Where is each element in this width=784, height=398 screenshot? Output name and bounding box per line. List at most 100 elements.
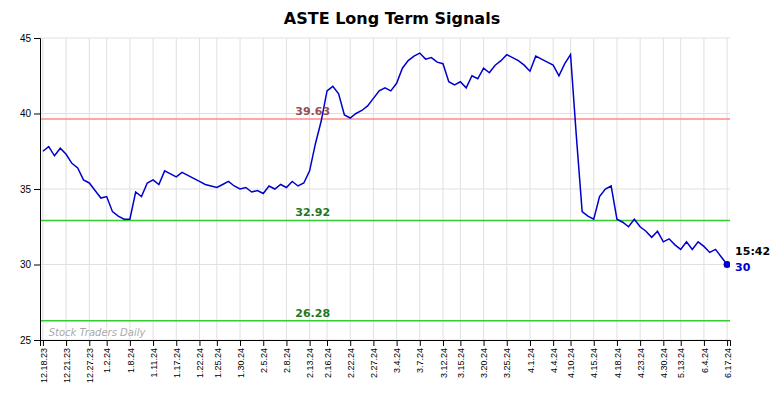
price-line: [43, 53, 727, 264]
x-tick: 1.17.24: [172, 340, 182, 378]
reference-label: 26.28: [295, 307, 330, 320]
grid-line: [176, 38, 177, 340]
x-tick: 1.8.24: [126, 340, 136, 373]
reference-line: [40, 320, 730, 322]
x-tick-label: 6.17.24: [723, 348, 733, 378]
x-tick-label: 2.5.24: [259, 348, 269, 373]
axis-line: [34, 39, 41, 341]
x-tick: 4.10.24: [566, 340, 576, 378]
tick-mark: [617, 340, 618, 346]
x-tick: 3.7.24: [415, 340, 425, 373]
x-tick-label: 3.4.24: [392, 348, 402, 373]
grid-line: [42, 38, 43, 340]
x-tick-label: 2.13.24: [305, 348, 315, 378]
x-tick-label: 12.21.23: [62, 348, 72, 383]
tick-mark: [199, 340, 200, 346]
plot-area: [40, 53, 730, 321]
title: ASTE Long Term Signals: [284, 9, 500, 28]
tick-mark: [34, 38, 40, 39]
grid-line: [327, 38, 328, 340]
x-tick-label: 4.10.24: [566, 348, 576, 378]
x-tick: 1.11.24: [149, 340, 159, 377]
x-tick-label: 1.8.24: [126, 348, 136, 373]
tick-mark: [107, 340, 108, 346]
x-tick-label: 5.13.24: [676, 348, 686, 378]
x-tick: 3.20.24: [479, 340, 489, 378]
grid-line: [153, 38, 154, 340]
tick-mark: [397, 340, 398, 346]
x-tick-label: 1.2.24: [102, 348, 112, 373]
tick-mark: [507, 340, 508, 346]
y-tick: 30: [20, 259, 40, 270]
x-tick-label: 4.23.24: [636, 348, 646, 378]
grid-line: [373, 38, 374, 340]
x-tick: 12.18.23: [39, 340, 49, 383]
tick-mark: [553, 340, 554, 346]
x-tick: 4.30.24: [659, 340, 669, 378]
x-tick: 3.15.24: [456, 340, 466, 378]
x-tick: 12.27.23: [85, 340, 95, 383]
tick-mark: [484, 340, 485, 346]
tick-mark: [420, 340, 421, 346]
grid-line: [350, 38, 351, 340]
y-axis: 2530354045: [20, 33, 41, 346]
x-tick-label: 2.16.24: [323, 348, 333, 378]
tick-mark: [43, 340, 44, 346]
x-tick-label: 3.7.24: [415, 348, 425, 373]
grid-line: [129, 38, 130, 340]
x-tick-label: 4.30.24: [659, 348, 669, 378]
x-tick-label: 4.1.24: [526, 348, 536, 373]
grid-line: [680, 38, 681, 340]
y-tick-label: 30: [20, 259, 32, 270]
x-tick-label: 1.11.24: [149, 348, 159, 377]
last-price: 30: [735, 261, 751, 274]
grid-line: [640, 38, 641, 340]
x-tick-label: 2.8.24: [282, 348, 292, 373]
tick-mark: [727, 340, 728, 346]
x-axis: 12.18.23 12.21.23 12.27.23 1.2.24 1.8.24 1.11…: [39, 340, 733, 383]
x-tick: 2.16.24: [323, 340, 333, 378]
tick-mark: [327, 340, 328, 346]
x-tick-label: 6.4.24: [700, 348, 710, 373]
grid: [40, 38, 730, 340]
grid-line: [199, 38, 200, 340]
x-tick-label: 4.18.24: [613, 348, 623, 378]
tick-mark: [34, 340, 40, 341]
x-tick-label: 3.25.24: [502, 348, 512, 378]
tick-mark: [153, 340, 154, 346]
tick-mark: [263, 340, 264, 346]
x-tick: 4.15.24: [589, 340, 599, 378]
grid-line: [593, 38, 594, 340]
x-tick-label: 1.25.24: [212, 348, 222, 378]
tick-mark: [594, 340, 595, 346]
grid-line: [483, 38, 484, 340]
x-tick: 1.2.24: [102, 340, 112, 373]
tick-mark: [240, 340, 241, 346]
x-tick: 5.13.24: [676, 340, 686, 378]
tick-mark: [640, 340, 641, 346]
tick-mark: [130, 340, 131, 346]
tick-mark: [663, 340, 664, 346]
reference-label: 39.63: [295, 105, 330, 118]
tick-mark: [530, 340, 531, 346]
x-tick-label: 2.27.24: [369, 348, 379, 378]
x-tick-label: 1.30.24: [236, 348, 246, 378]
y-tick: 25: [20, 335, 40, 346]
tick-mark: [704, 340, 705, 346]
labels: 39.6332.9226.2815:4230Stock Traders Dail…: [49, 105, 770, 338]
watermark: Stock Traders Daily: [49, 327, 147, 338]
y-tick-label: 25: [20, 335, 32, 346]
x-tick: 1.22.24: [195, 340, 205, 378]
x-tick: 1.30.24: [236, 340, 246, 378]
x-tick-label: 4.15.24: [589, 348, 599, 378]
tick-mark: [310, 340, 311, 346]
tick-mark: [176, 340, 177, 346]
last-point: [724, 261, 730, 268]
x-tick: 2.5.24: [259, 340, 269, 373]
grid-line: [286, 38, 287, 340]
x-tick: 3.25.24: [502, 340, 512, 378]
tick-mark: [66, 340, 67, 346]
grid-line: [419, 38, 420, 340]
grid-line: [553, 38, 554, 340]
x-tick-label: 12.18.23: [39, 348, 49, 383]
